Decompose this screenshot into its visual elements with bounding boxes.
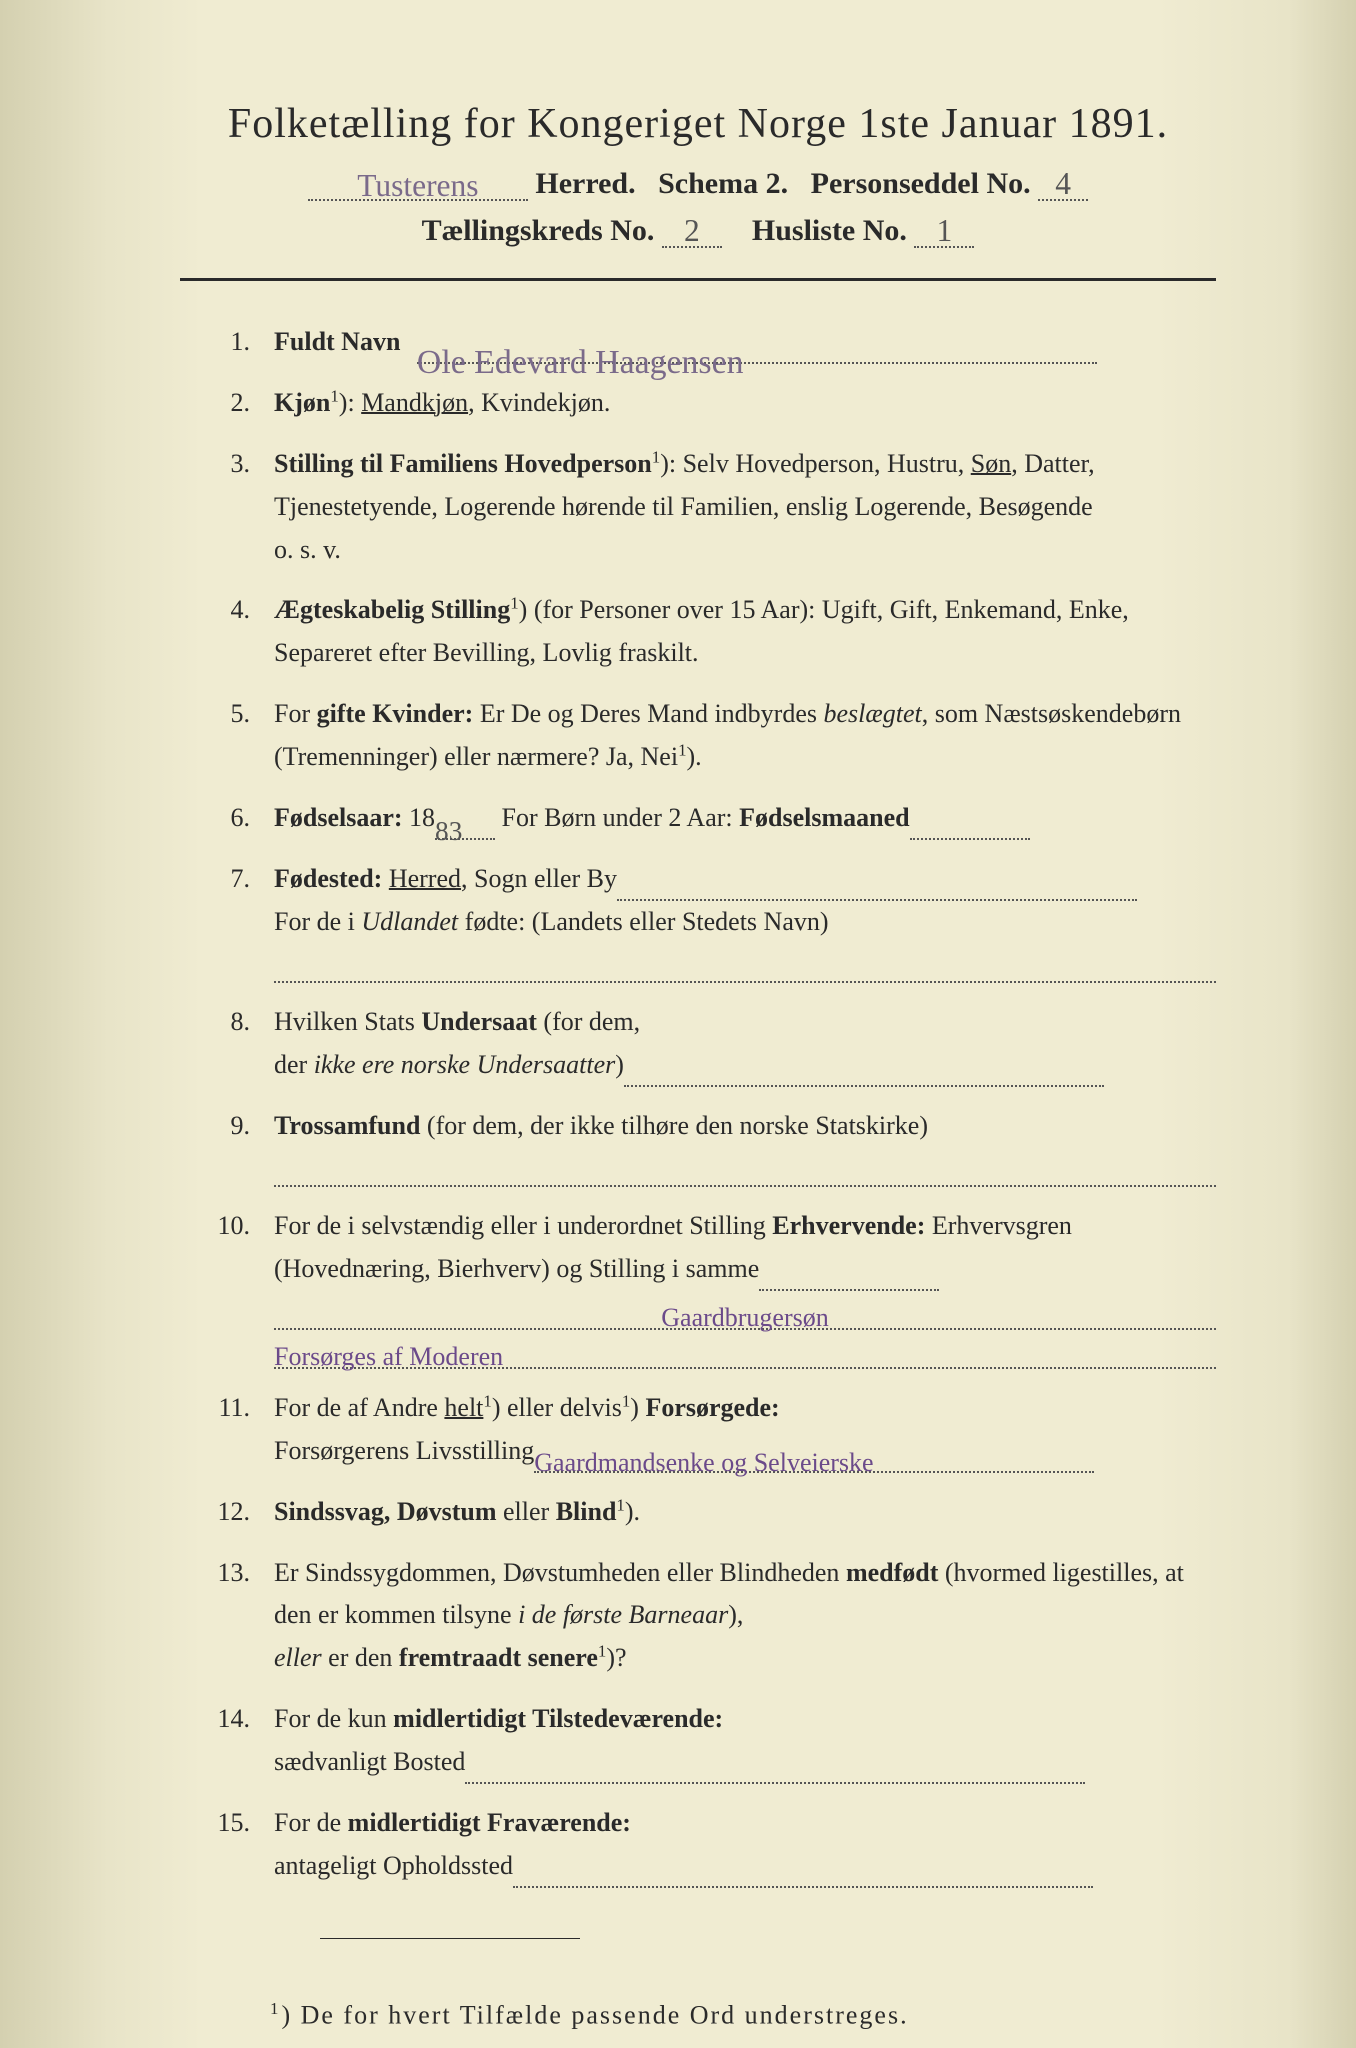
herred-value: Tusterens (357, 168, 478, 203)
personseddel-label: Personseddel No. (811, 167, 1031, 200)
footnote-divider (320, 1938, 580, 1939)
fuldt-navn-value: Ole Edevard Haagensen (417, 344, 744, 381)
item-num: 11. (180, 1387, 274, 1473)
item-11: 11. For de af Andre helt1) eller delvis1… (180, 1387, 1216, 1473)
item-1: 1. Fuldt Navn Ole Edevard Haagensen (180, 321, 1216, 364)
main-title: Folketælling for Kongeriget Norge 1ste J… (180, 100, 1216, 148)
item-num: 3. (180, 443, 274, 572)
kjon-rest: , Kvindekjøn. (468, 388, 610, 417)
item-num: 1. (180, 321, 274, 364)
taellingskreds-no: 2 (684, 213, 700, 248)
item-10: 10. For de i selvstændig eller i underor… (180, 1205, 1216, 1369)
item-body: Fødested: Herred, Sogn eller By For de i… (274, 858, 1216, 983)
item-num: 9. (180, 1105, 274, 1187)
item-num: 5. (180, 693, 274, 779)
item-body: For gifte Kvinder: Er De og Deres Mand i… (274, 693, 1216, 779)
item-body: Fødselsaar: 1883 For Børn under 2 Aar: F… (274, 797, 1216, 840)
census-form-page: Folketælling for Kongeriget Norge 1ste J… (0, 0, 1356, 2048)
item-num: 12. (180, 1491, 274, 1534)
item-num: 2. (180, 382, 274, 425)
item-body: For de af Andre helt1) eller delvis1) Fo… (274, 1387, 1216, 1473)
herred-label: Herred. (535, 167, 635, 200)
item-2: 2. Kjøn1): Mandkjøn, Kvindekjøn. (180, 382, 1216, 425)
item-6: 6. Fødselsaar: 1883 For Børn under 2 Aar… (180, 797, 1216, 840)
item-12: 12. Sindssvag, Døvstum eller Blind1). (180, 1491, 1216, 1534)
item-body: Er Sindssygdommen, Døvstumheden eller Bl… (274, 1552, 1216, 1681)
husliste-label: Husliste No. (752, 214, 907, 247)
fuldt-navn-label: Fuldt Navn (274, 327, 400, 356)
item-body: For de kun midlertidigt Tilstedeværende:… (274, 1698, 1216, 1784)
fodselsaar-label: Fødselsaar: (274, 803, 403, 832)
erhverv-value-1: Gaardbrugersøn (661, 1303, 829, 1332)
fodested-label: Fødested: (274, 864, 382, 893)
aegteskab-label: Ægteskabelig Stilling (274, 595, 510, 624)
husliste-no: 1 (937, 213, 953, 248)
item-7: 7. Fødested: Herred, Sogn eller By For d… (180, 858, 1216, 983)
item-num: 4. (180, 589, 274, 675)
item-num: 10. (180, 1205, 274, 1369)
item-9: 9. Trossamfund (for dem, der ikke tilhør… (180, 1105, 1216, 1187)
herred-line: Tusterens Herred. Schema 2. Personseddel… (180, 166, 1216, 201)
item-body: Ægteskabelig Stilling1) (for Personer ov… (274, 589, 1216, 675)
item-body: Trossamfund (for dem, der ikke tilhøre d… (274, 1105, 1216, 1187)
schema-label: Schema 2. (658, 167, 788, 200)
item-13: 13. Er Sindssygdommen, Døvstumheden elle… (180, 1552, 1216, 1681)
taellingskreds-label: Tællingskreds No. (422, 214, 655, 247)
item-14: 14. For de kun midlertidigt Tilstedevære… (180, 1698, 1216, 1784)
trossamfund-label: Trossamfund (274, 1111, 420, 1140)
item-body: Stilling til Familiens Hovedperson1): Se… (274, 443, 1216, 572)
item-body: Sindssvag, Døvstum eller Blind1). (274, 1491, 1216, 1534)
item-num: 8. (180, 1001, 274, 1087)
item-num: 6. (180, 797, 274, 840)
personseddel-no: 4 (1055, 166, 1071, 201)
item-body: Fuldt Navn Ole Edevard Haagensen (274, 321, 1216, 364)
item-8: 8. Hvilken Stats Undersaat (for dem, der… (180, 1001, 1216, 1087)
item-body: Kjøn1): Mandkjøn, Kvindekjøn. (274, 382, 1216, 425)
kjon-label: Kjøn (274, 388, 330, 417)
item-num: 14. (180, 1698, 274, 1784)
stilling-label: Stilling til Familiens Hovedperson (274, 449, 652, 478)
divider (180, 278, 1216, 281)
item-3: 3. Stilling til Familiens Hovedperson1):… (180, 443, 1216, 572)
forsorger-value: Gaardmandsenke og Selveierske (534, 1448, 873, 1477)
footnote: 1) De for hvert Tilfælde passende Ord un… (270, 1999, 1216, 2031)
item-body: For de i selvstændig eller i underordnet… (274, 1205, 1216, 1369)
item-15: 15. For de midlertidigt Fraværende: anta… (180, 1802, 1216, 1888)
stilling-underlined: Søn (971, 449, 1011, 478)
year-value: 83 (435, 816, 462, 846)
item-body: Hvilken Stats Undersaat (for dem, der ik… (274, 1001, 1216, 1087)
item-5: 5. For gifte Kvinder: Er De og Deres Man… (180, 693, 1216, 779)
item-4: 4. Ægteskabelig Stilling1) (for Personer… (180, 589, 1216, 675)
kjon-underlined: Mandkjøn (361, 388, 468, 417)
item-num: 15. (180, 1802, 274, 1888)
item-body: For de midlertidigt Fraværende: antageli… (274, 1802, 1216, 1888)
item-num: 7. (180, 858, 274, 983)
item-num: 13. (180, 1552, 274, 1681)
kreds-line: Tællingskreds No. 2 Husliste No. 1 (180, 213, 1216, 248)
erhverv-value-2: Forsørges af Moderen (274, 1342, 503, 1371)
